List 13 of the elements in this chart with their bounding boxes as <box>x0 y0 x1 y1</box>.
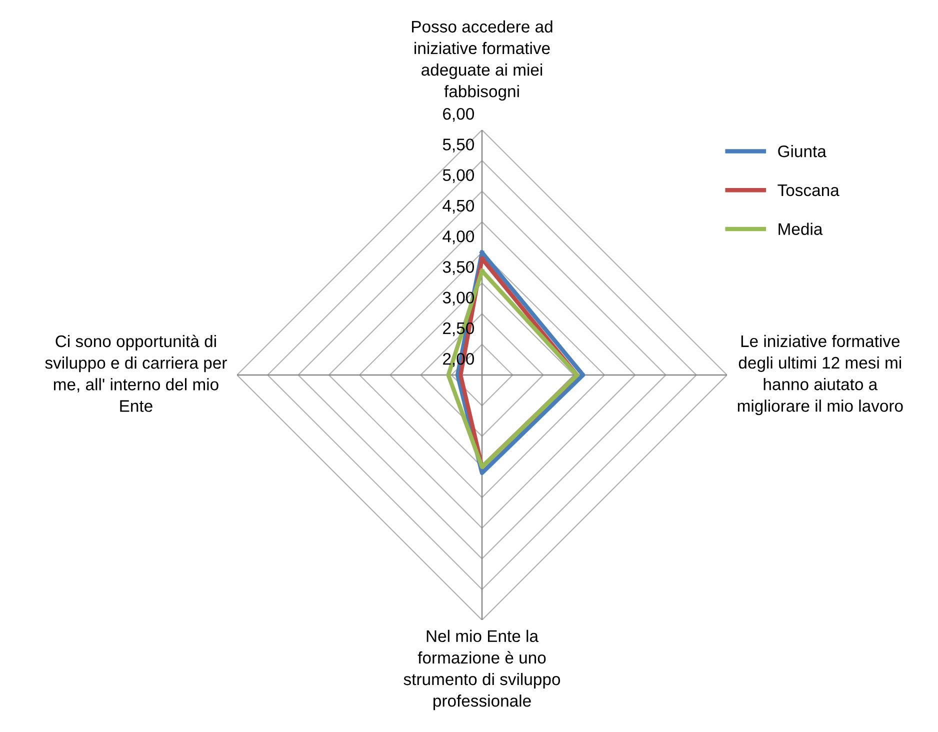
y-tick-label: 5,50 <box>442 138 474 152</box>
spoke-label: Le iniziative formative degli ultimi 12 mesi mi hanno aiutato a migliorare il mio lavoro <box>738 334 903 416</box>
y-tick-label: 3,50 <box>442 261 474 275</box>
spoke-label: Nel mio Ente la formazione è uno strumento di sviluppo professionale <box>404 630 560 710</box>
legend-label: Toscana <box>778 184 840 196</box>
legend-label: Giunta <box>778 145 826 158</box>
spoke-label: Posso accedere ad iniziative formative adeguate ai miei fabbisogni <box>412 20 552 101</box>
y-tick-label: 4,00 <box>442 230 474 244</box>
y-tick-label: 4,50 <box>442 200 474 214</box>
spoke-label: Ci sono opportunità di sviluppo e di carriera per me, all' interno del mio Ente <box>45 334 227 412</box>
y-tick-label: 6,00 <box>443 108 474 122</box>
legend-label: Media <box>778 222 823 235</box>
y-tick-label: 5,00 <box>442 169 474 183</box>
